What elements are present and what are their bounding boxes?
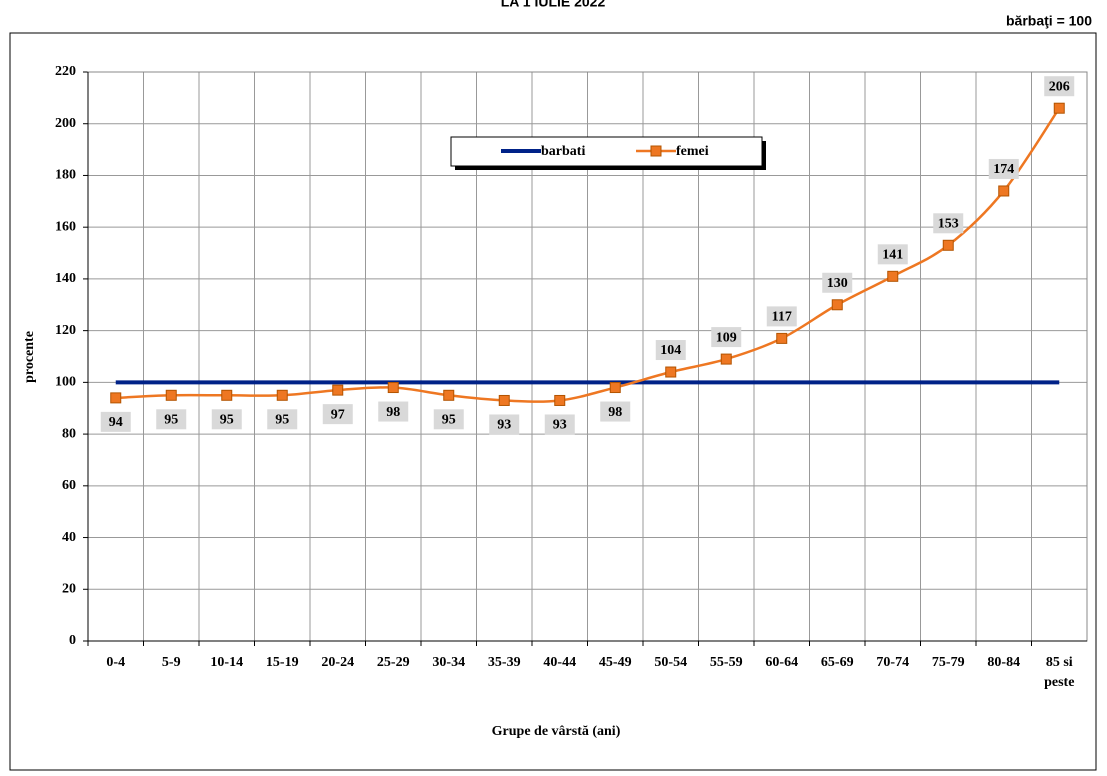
data-label: 153 xyxy=(938,217,959,232)
y-tick-label: 140 xyxy=(55,271,76,286)
chart-subtitle: bărbaţi = 100 xyxy=(1006,13,1092,29)
data-label-bg xyxy=(267,409,298,430)
y-tick-label: 160 xyxy=(55,219,76,234)
y-tick-label: 20 xyxy=(62,581,76,596)
x-tick-label-line: peste xyxy=(1044,675,1074,690)
data-label: 95 xyxy=(220,413,234,428)
marker xyxy=(221,389,233,401)
x-tick-label: 80-84 xyxy=(987,655,1020,670)
marker xyxy=(776,332,788,344)
data-label-bg xyxy=(378,401,409,422)
x-tick-label: 70-74 xyxy=(876,655,909,670)
x-tick-label: 25-29 xyxy=(377,655,410,670)
x-tick-label: 5-9 xyxy=(162,655,181,670)
data-label-bg xyxy=(766,306,797,327)
marker xyxy=(887,270,899,282)
x-tick-label: 40-44 xyxy=(543,655,576,670)
chart-title: LA 1 IULIE 2022 xyxy=(501,0,606,10)
x-tick-label: 45-49 xyxy=(599,655,632,670)
legend-label: barbati xyxy=(541,144,585,159)
data-label: 93 xyxy=(553,418,567,433)
data-label: 93 xyxy=(497,418,511,433)
legend-marker xyxy=(650,145,662,157)
data-label: 97 xyxy=(331,407,345,422)
marker xyxy=(665,366,677,378)
marker xyxy=(387,382,399,394)
chart-frame xyxy=(9,32,1097,771)
marker xyxy=(831,299,843,311)
data-label-bg xyxy=(711,327,742,348)
data-label-bg xyxy=(988,158,1019,179)
data-label: 174 xyxy=(993,162,1014,177)
data-label-bg xyxy=(655,340,686,361)
x-tick-label: 15-19 xyxy=(266,655,299,670)
y-tick-label: 180 xyxy=(55,168,76,183)
data-label-bg xyxy=(100,411,131,432)
marker xyxy=(720,353,732,365)
x-tick-label: 75-79 xyxy=(932,655,965,670)
marker xyxy=(165,389,177,401)
x-tick-label: 85 si peste xyxy=(1044,655,1074,690)
data-label: 104 xyxy=(660,343,681,358)
marker xyxy=(498,394,510,406)
y-tick-label: 80 xyxy=(62,426,76,441)
data-label: 94 xyxy=(109,415,123,430)
data-label: 130 xyxy=(827,276,848,291)
marker xyxy=(276,389,288,401)
data-label: 141 xyxy=(882,248,903,263)
data-label: 95 xyxy=(442,413,456,428)
y-tick-label: 220 xyxy=(55,64,76,79)
y-tick-label: 40 xyxy=(62,530,76,545)
data-label-bg xyxy=(877,244,908,265)
data-label-bg xyxy=(489,414,520,435)
data-label-bg xyxy=(933,213,964,234)
marker xyxy=(332,384,344,396)
x-tick-label-line: 85 si xyxy=(1046,655,1073,670)
data-label: 98 xyxy=(608,405,622,420)
data-label: 117 xyxy=(772,310,792,325)
data-label: 95 xyxy=(164,413,178,428)
y-tick-label: 0 xyxy=(69,633,76,648)
data-label-bg xyxy=(600,401,631,422)
y-tick-label: 60 xyxy=(62,478,76,493)
marker xyxy=(942,239,954,251)
data-label-bg xyxy=(211,409,242,430)
data-label: 98 xyxy=(386,405,400,420)
x-tick-label: 0-4 xyxy=(106,655,125,670)
data-label-bg xyxy=(822,272,853,293)
x-axis-label: Grupe de vârstă (ani) xyxy=(492,724,621,739)
legend-label: femei xyxy=(676,144,709,159)
x-tick-label: 50-54 xyxy=(654,655,687,670)
x-tick-label: 30-34 xyxy=(432,655,465,670)
data-label-bg xyxy=(433,409,464,430)
data-label: 95 xyxy=(275,413,289,428)
x-tick-label: 10-14 xyxy=(210,655,243,670)
y-tick-label: 200 xyxy=(55,116,76,131)
data-label-bg xyxy=(1044,76,1075,97)
y-tick-label: 100 xyxy=(55,375,76,390)
legend xyxy=(450,136,763,167)
data-label: 206 xyxy=(1049,79,1070,94)
data-label-bg xyxy=(322,404,353,425)
data-label-bg xyxy=(544,414,575,435)
x-tick-label: 20-24 xyxy=(321,655,354,670)
data-label-bg xyxy=(156,409,187,430)
x-tick-label: 60-64 xyxy=(765,655,798,670)
x-tick-label: 35-39 xyxy=(488,655,521,670)
marker xyxy=(1053,102,1065,114)
x-tick-label: 65-69 xyxy=(821,655,854,670)
marker xyxy=(110,392,122,404)
marker xyxy=(998,185,1010,197)
y-axis-label: procente xyxy=(22,331,37,383)
marker xyxy=(443,389,455,401)
marker xyxy=(554,394,566,406)
data-label: 109 xyxy=(716,330,737,345)
x-tick-label: 55-59 xyxy=(710,655,743,670)
marker xyxy=(609,382,621,394)
y-tick-label: 120 xyxy=(55,323,76,338)
